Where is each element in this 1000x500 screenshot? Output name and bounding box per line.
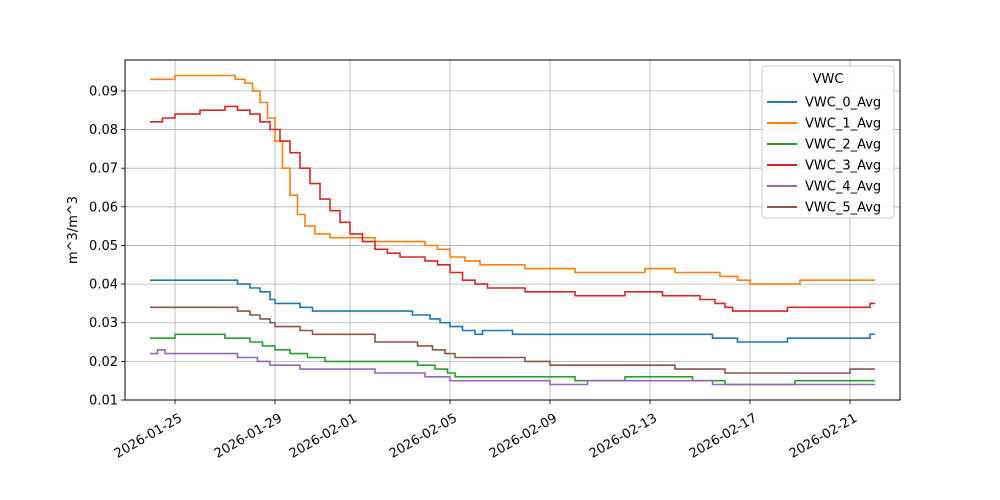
y-tick-label: 0.03 — [89, 316, 118, 331]
legend-entry: VWC_0_Avg — [805, 96, 881, 111]
y-tick-label: 0.06 — [89, 200, 118, 215]
plot-frame — [124, 59, 901, 401]
y-axis: 0.01 0.02 0.03 0.04 0.05 0.06 0.07 0.08 0.09 — [89, 84, 125, 409]
series-line-vwc-4-avg — [150, 349, 875, 386]
y-tick-label: 0.01 — [89, 394, 118, 409]
legend-entry: VWC_4_Avg — [805, 180, 881, 195]
legend-title: VWC — [813, 72, 844, 87]
series-line-vwc-2-avg — [150, 333, 875, 386]
legend-entry: VWC_2_Avg — [805, 138, 881, 153]
legend-entry: VWC_5_Avg — [805, 201, 881, 216]
legend-box — [761, 65, 895, 219]
y-tick-label: 0.09 — [89, 84, 118, 99]
legend-entry: VWC_1_Avg — [805, 117, 881, 132]
y-axis-label: m^3/m^3 — [66, 196, 81, 264]
legend-entry: VWC_3_Avg — [805, 159, 881, 174]
y-tick-label: 0.07 — [89, 162, 118, 177]
y-tick-label: 0.05 — [89, 239, 118, 254]
y-tick-label: 0.02 — [89, 355, 118, 370]
series-line-vwc-3-avg — [150, 105, 875, 312]
y-tick-label: 0.04 — [89, 278, 118, 293]
series-lines — [150, 74, 875, 386]
series-line-vwc-0-avg — [150, 279, 875, 343]
legend: VWC VWC_0_Avg VWC_1_Avg VWC_2_Avg VWC_3_Avg V… — [761, 65, 895, 219]
series-line-vwc-1-avg — [150, 74, 875, 285]
y-tick-label: 0.08 — [89, 123, 118, 138]
series-line-vwc-5-avg — [150, 306, 875, 374]
